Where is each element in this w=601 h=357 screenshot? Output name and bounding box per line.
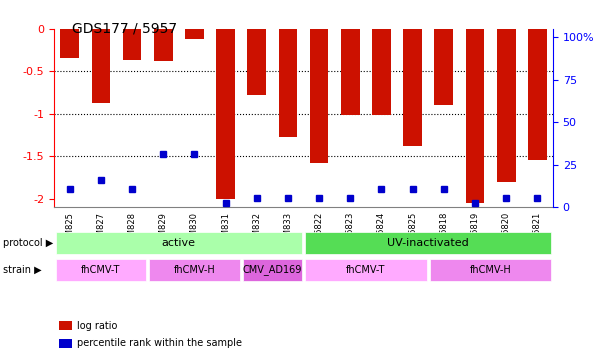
Bar [248, 29, 266, 95]
FancyBboxPatch shape [56, 259, 146, 281]
Text: CMV_AD169: CMV_AD169 [243, 265, 302, 275]
Text: UV-inactivated: UV-inactivated [387, 238, 469, 248]
FancyBboxPatch shape [243, 259, 302, 281]
Text: fhCMV-T: fhCMV-T [81, 265, 121, 275]
Text: GDS177 / 5957: GDS177 / 5957 [72, 21, 177, 35]
Bar [310, 29, 328, 163]
Bar [185, 29, 204, 39]
Text: fhCMV-H: fhCMV-H [470, 265, 511, 275]
Bar [528, 29, 547, 160]
FancyBboxPatch shape [56, 232, 302, 254]
Bar [91, 29, 110, 104]
Bar [60, 29, 79, 58]
FancyBboxPatch shape [430, 259, 551, 281]
Bar [278, 29, 297, 136]
Bar [341, 29, 359, 115]
Bar [435, 29, 453, 105]
Text: percentile rank within the sample: percentile rank within the sample [76, 338, 242, 348]
Bar [59, 339, 72, 348]
Bar [497, 29, 516, 182]
Text: log ratio: log ratio [76, 321, 117, 331]
Bar [123, 29, 141, 60]
Bar [154, 29, 172, 61]
Text: fhCMV-T: fhCMV-T [346, 265, 386, 275]
Text: active: active [162, 238, 196, 248]
FancyBboxPatch shape [149, 259, 240, 281]
Text: strain ▶: strain ▶ [3, 265, 41, 275]
Bar [403, 29, 422, 146]
Bar [466, 29, 484, 203]
Text: fhCMV-H: fhCMV-H [174, 265, 215, 275]
Bar [59, 321, 72, 330]
FancyBboxPatch shape [305, 259, 427, 281]
FancyBboxPatch shape [305, 232, 551, 254]
Bar [216, 29, 235, 198]
Bar [372, 29, 391, 115]
Text: protocol ▶: protocol ▶ [3, 238, 53, 248]
